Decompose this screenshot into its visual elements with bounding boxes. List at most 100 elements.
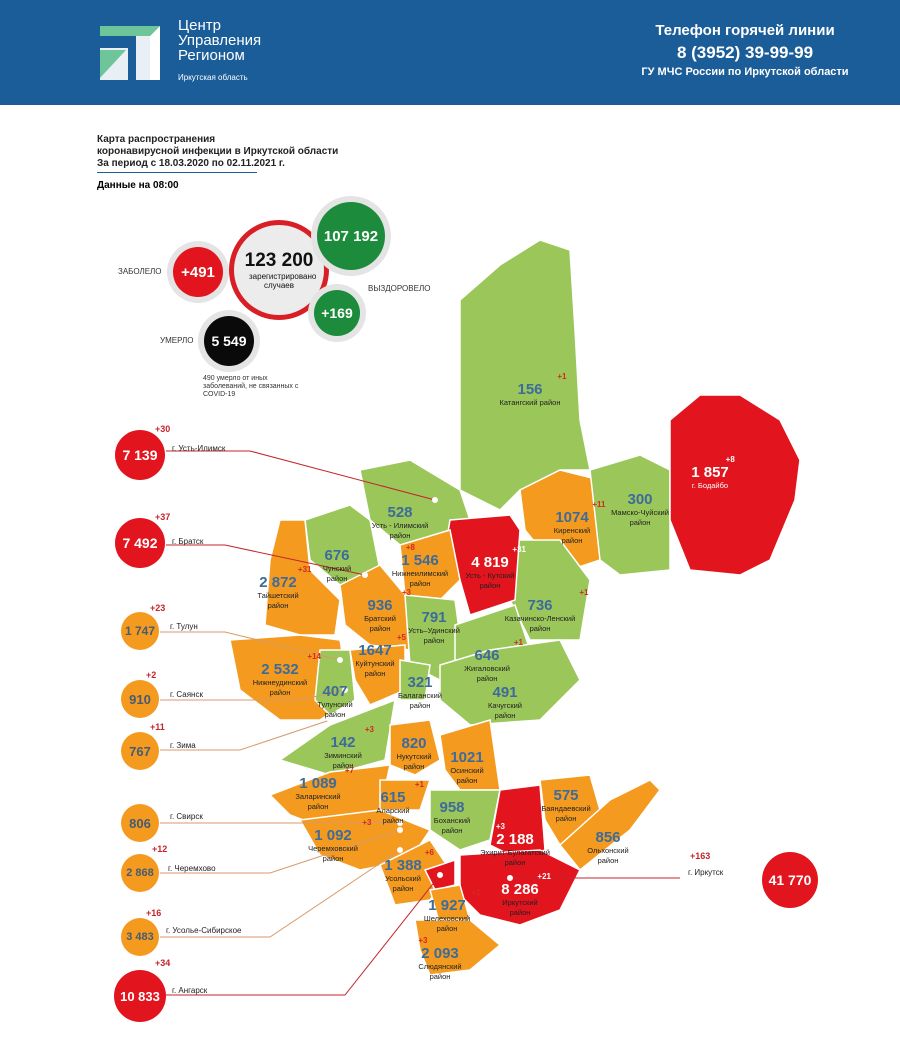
district-label: 491 Качугский район <box>487 684 522 721</box>
died-total: 5 549 <box>204 316 254 366</box>
district-label: 791 Усть–Удинский район <box>408 609 460 646</box>
city-circle-cheremkhovo: 2 868 <box>121 854 159 892</box>
district-katanga <box>459 239 591 511</box>
district-mama <box>589 454 671 576</box>
district-slyudyanka <box>414 919 502 976</box>
city-circle-tulun: 1 747 <box>121 612 159 650</box>
district-kuytun <box>349 644 406 706</box>
total-cases: 123 200 зарегистрировано случаев <box>229 220 329 320</box>
city-delta: +11 <box>150 722 165 732</box>
district-kachug <box>439 639 581 726</box>
district-label: 1021 Осинский район <box>450 749 484 786</box>
leader-cheremkhovo <box>160 829 401 874</box>
district-label: 820 Нукутский район <box>396 735 432 772</box>
leader-zima <box>160 719 331 751</box>
district-alar <box>379 779 432 811</box>
city-circle-ust-ilimsk: 7 139 <box>115 430 165 480</box>
district-label: +3 2 188 Эхирит-Булагатский район <box>480 822 550 867</box>
page-title: Карта распространения коронавирусной инфе… <box>97 134 339 169</box>
city-name: г. Черемхово <box>168 864 216 873</box>
district-label: +31 4 819 Усть - Кутский район <box>465 545 526 590</box>
district-label: +1 646 Жигаловский район <box>464 638 523 683</box>
logo-text: Центр Управления Регионом <box>178 17 262 64</box>
city-delta: +34 <box>155 958 171 968</box>
hotline-phone: 8 (3952) 39-99-99 <box>676 43 814 62</box>
district-label: +8 1 546 Нижнеилимский район <box>391 543 449 588</box>
city-name: г. Саянск <box>170 690 203 699</box>
district-label: +7 1 089 Заларинский район <box>295 766 354 811</box>
district-label: +3 2 093 Слюдянский район <box>418 936 462 981</box>
city-delta: +16 <box>146 908 162 918</box>
city-name: г. Зима <box>170 741 196 750</box>
died-label: УМЕРЛО <box>160 336 194 345</box>
district-label: +3 1 092 Черемховский район <box>308 818 372 863</box>
district-label: +3 936 Братский район <box>364 588 411 633</box>
city-circle-irkutsk: 41 770 <box>762 852 818 908</box>
died-note: 490 умерло от иных заболеваний, не связа… <box>203 375 299 398</box>
as-of: Данные на 08:00 <box>97 180 179 191</box>
city-name: г. Братск <box>172 537 204 546</box>
district-label: 676 Чунский район <box>322 547 352 584</box>
city-delta: +30 <box>155 424 171 434</box>
district-label: 958 Боханский район <box>433 799 471 836</box>
district-bodaibo <box>669 394 801 576</box>
district-label: 300 Мамско-Чуйский район <box>611 491 669 528</box>
hotline: Телефон горячей линии 8 (3952) 39-99-99 … <box>610 22 880 78</box>
recovered-label: ВЫЗДОРОВЕЛО <box>368 284 431 293</box>
city-delta: +2 <box>146 670 157 680</box>
logo-icon <box>100 26 160 80</box>
leader-ust-ilimsk <box>166 450 436 501</box>
district-label: +1 156 Катангский район <box>499 372 567 407</box>
city-circle-usolye: 3 483 <box>121 918 159 956</box>
sick-delta: +491 <box>173 247 223 297</box>
sick-label: ЗАБОЛЕЛО <box>118 267 162 276</box>
city-name: г. Свирск <box>170 812 203 821</box>
district-label: 321 Балаганский район <box>398 674 442 711</box>
district-label: +5 1647 Куйтунский район <box>355 633 406 678</box>
hotline-org: ГУ МЧС России по Иркутской области <box>641 66 849 78</box>
leader-bratsk <box>166 544 366 576</box>
district-nizhneilimsk <box>399 529 461 601</box>
district-label: 528 Усть - Илимский район <box>371 504 429 541</box>
district-label: +6 1 388 Усольский район <box>384 848 434 893</box>
city-delta: +12 <box>152 844 168 854</box>
district-label: +31 2 872 Тайшетский район <box>257 565 312 610</box>
district-nukut <box>389 719 441 776</box>
district-label: +8 1 857 г. Бодайбо <box>691 455 735 490</box>
city-delta: +23 <box>150 603 166 613</box>
district-label: +14 2 532 Нижнеудинский район <box>252 652 321 697</box>
city-delta: +163 <box>690 851 711 861</box>
leader-tulun <box>160 631 341 661</box>
city-name: г. Ангарск <box>172 986 208 995</box>
district-label: 856 Ольхонский район <box>587 829 629 866</box>
city-circle-angarsk: 10 833 <box>114 970 166 1022</box>
district-label: +3 142 Зиминский район <box>324 725 374 770</box>
district-balagan <box>399 659 431 701</box>
hotline-title: Телефон горячей линии <box>655 22 835 39</box>
district-label: 575 Баяндаевский район <box>541 787 591 824</box>
district-taishet <box>264 519 341 636</box>
logo-subtitle: Иркутская область <box>178 73 248 82</box>
district-tulun <box>314 649 356 716</box>
city-circle-sayansk: 910 <box>121 680 159 718</box>
district-label: +21 8 286 Иркутский район <box>501 872 551 917</box>
city-circle-zima: 767 <box>121 732 159 770</box>
city-name: г. Иркутск <box>688 868 724 877</box>
recovered-total: 107 192 <box>317 202 385 270</box>
leader-usolye <box>160 849 401 938</box>
district-label: +1 615 Аларский район <box>376 780 424 825</box>
district-label: +1 736 Казачинско-Ленский район <box>504 588 589 633</box>
city-circle-svirsk: 806 <box>121 804 159 842</box>
city-delta: +37 <box>155 512 171 522</box>
recovered-delta: +169 <box>314 290 360 336</box>
leader-angarsk <box>166 874 441 996</box>
district-label: +11 1074 Киренский район <box>553 500 606 545</box>
divider <box>97 172 257 173</box>
city-name: г. Тулун <box>170 622 198 631</box>
city-name: г. Усть-Илимск <box>172 444 226 453</box>
header: Центр Управления Регионом Иркутская област… <box>0 0 900 105</box>
district-bokhan <box>429 789 501 851</box>
city-circle-bratsk: 7 492 <box>115 518 165 568</box>
district-label: 407 Тулунский район <box>317 683 353 720</box>
